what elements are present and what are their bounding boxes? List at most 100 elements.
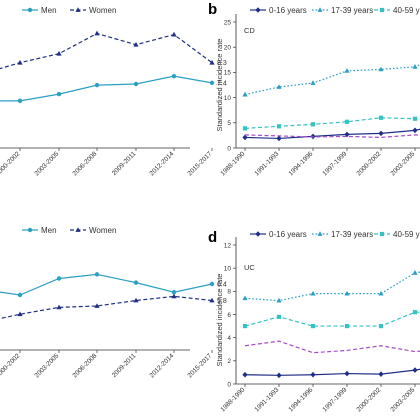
data-point xyxy=(344,119,350,124)
data-point xyxy=(56,50,62,56)
data-point xyxy=(171,73,177,79)
data-point xyxy=(378,130,384,137)
data-point xyxy=(378,290,384,296)
panel-tag: CD xyxy=(244,26,255,35)
data-point xyxy=(276,84,282,89)
series-line xyxy=(0,75,213,102)
legend-item: 0-16 years xyxy=(250,6,307,15)
series-line xyxy=(244,63,420,96)
series-line xyxy=(0,32,213,70)
data-point xyxy=(310,371,316,378)
x-tick-label: 1988-1990 xyxy=(219,150,246,177)
data-point xyxy=(17,292,23,298)
chart-panel-4: d 0-16 years 17-39 years 40-59 years 0 2 4 6 8 10… xyxy=(208,229,420,413)
series-line xyxy=(244,368,420,376)
series-40-59-years xyxy=(242,310,420,329)
data-point xyxy=(412,310,418,315)
data-point xyxy=(378,66,384,72)
data-point xyxy=(17,311,23,317)
x-tick-label: 2009-2011 xyxy=(111,352,138,379)
legend-label: Men xyxy=(41,6,57,15)
end-value-label: 6.4 xyxy=(217,282,227,289)
y-tick-label: 2 xyxy=(227,358,231,365)
x-tick-label: 2003-2005 xyxy=(389,150,416,177)
data-point xyxy=(171,293,177,299)
end-value-label: 7.4 xyxy=(217,80,227,87)
series-line xyxy=(244,340,420,354)
series-men: 6.4 xyxy=(0,272,227,298)
data-point xyxy=(242,126,248,131)
panel-letter: d xyxy=(208,229,217,246)
legend-label: 0-16 years xyxy=(269,6,307,15)
data-point xyxy=(310,290,316,296)
data-point xyxy=(412,127,418,134)
legend-item: Men xyxy=(22,226,57,235)
x-tick-label: 2015-2017 xyxy=(186,150,213,177)
data-point xyxy=(412,64,418,69)
data-point xyxy=(344,131,350,138)
x-tick-label: 2000-2002 xyxy=(0,352,22,379)
legend-item: 17-39 years xyxy=(312,230,373,239)
data-point xyxy=(133,297,139,303)
data-point xyxy=(94,82,100,88)
x-tick-label: 1994-1996 xyxy=(287,386,314,413)
data-point xyxy=(276,372,282,379)
x-tick-label: 2003-2005 xyxy=(389,386,416,413)
data-point xyxy=(378,323,384,329)
data-point xyxy=(209,59,215,65)
legend-marker xyxy=(255,231,261,237)
legend-marker xyxy=(27,227,33,233)
end-value-label: 8.3 xyxy=(217,60,227,67)
y-tick-label: 8 xyxy=(227,289,231,296)
x-tick-label: 2000-2002 xyxy=(355,386,382,413)
legend-item: 40-59 years xyxy=(374,230,420,239)
data-point xyxy=(276,297,282,303)
x-tick-label: 2015-2017 xyxy=(186,352,213,379)
x-tick-label: 1991-1993 xyxy=(253,386,280,413)
chart-panel-2: b 0-16 years 17-39 years 40-59 years 0 5 10 15 2… xyxy=(208,1,420,177)
data-point xyxy=(242,91,248,97)
data-point xyxy=(344,323,350,329)
legend-item: Women xyxy=(70,6,116,15)
series-line xyxy=(0,273,213,296)
legend-label: 40-59 years xyxy=(393,6,420,15)
y-tick-label: 0 xyxy=(227,381,231,388)
series-line xyxy=(244,134,420,139)
data-point xyxy=(17,98,23,104)
data-point xyxy=(344,290,350,296)
data-point xyxy=(133,41,139,47)
legend-item: 0-16 years xyxy=(250,230,307,239)
legend-label: Men xyxy=(41,226,57,235)
data-point xyxy=(276,124,282,129)
panel-tag: UC xyxy=(244,263,255,272)
y-tick-label: 10 xyxy=(224,265,232,272)
data-point xyxy=(17,59,23,65)
legend-label: 0-16 years xyxy=(269,230,307,239)
x-tick-label: 2006-2008 xyxy=(71,352,98,379)
series-unnamed xyxy=(244,340,420,354)
legend-item: 40-59 years xyxy=(374,6,420,15)
data-point xyxy=(56,276,62,281)
legend-marker xyxy=(255,7,261,13)
data-point xyxy=(133,280,139,285)
data-point xyxy=(133,81,139,87)
legend-label: Women xyxy=(89,226,116,235)
data-point xyxy=(310,80,316,85)
x-tick-label: 1988-1990 xyxy=(219,386,246,413)
y-tick-label: 20 xyxy=(224,45,232,52)
data-point xyxy=(412,367,418,373)
legend-label: Women xyxy=(89,6,116,15)
data-point xyxy=(344,68,350,73)
x-tick-label: 2009-2011 xyxy=(111,150,138,177)
data-point xyxy=(171,31,177,37)
legend-item: 17-39 years xyxy=(312,6,373,15)
data-point xyxy=(209,281,215,287)
series-0-16-years xyxy=(242,367,420,379)
data-point xyxy=(94,272,100,277)
legend-item: Men xyxy=(22,6,57,15)
legend-label: 17-39 years xyxy=(331,230,373,239)
y-tick-label: 6 xyxy=(227,312,231,319)
data-point xyxy=(56,304,62,310)
data-point xyxy=(94,30,100,36)
data-point xyxy=(171,290,177,295)
